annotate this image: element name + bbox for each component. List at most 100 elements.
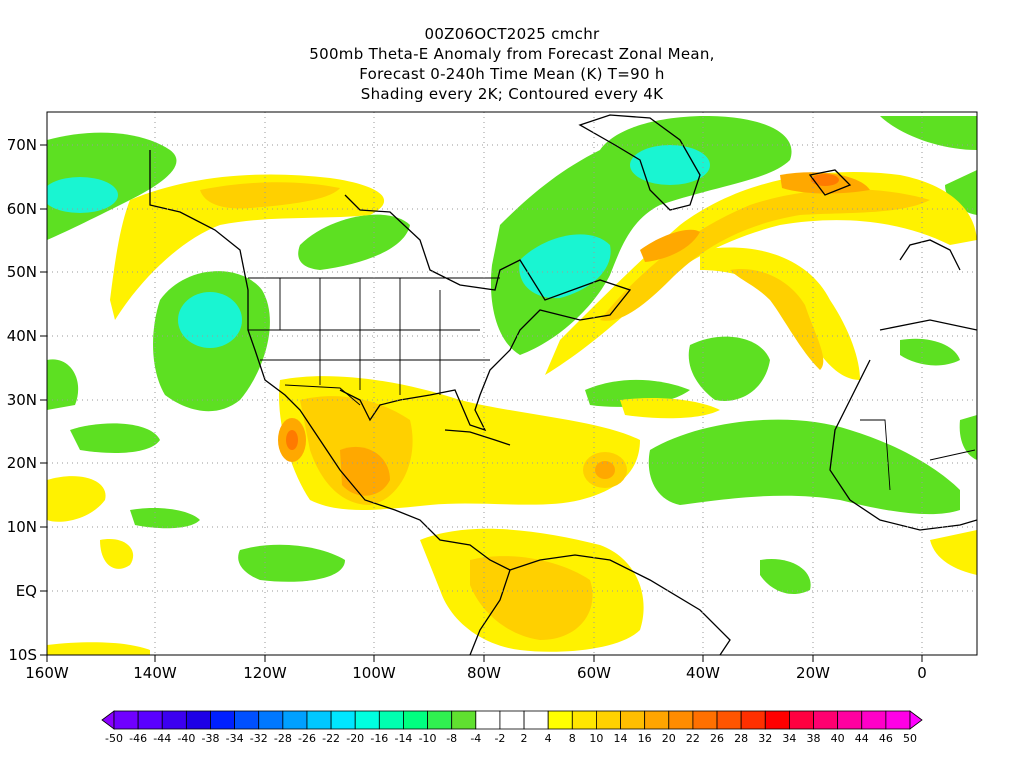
colorbar-arrow-right — [909, 710, 923, 730]
colorbar-label: 22 — [686, 732, 700, 745]
coastlines — [149, 114, 977, 655]
lat-label: 60N — [7, 200, 37, 218]
political-borders — [248, 277, 976, 491]
colorbar-swatch — [885, 710, 911, 730]
anomaly-shading — [47, 115, 977, 655]
lon-label: 60W — [577, 664, 611, 682]
lat-label: 50N — [7, 263, 37, 281]
lat-label: EQ — [16, 582, 37, 600]
lon-label: 40W — [686, 664, 720, 682]
lat-label: 40N — [7, 327, 37, 345]
lon-label: 20W — [796, 664, 830, 682]
colorbar-swatch — [185, 710, 211, 730]
colorbar-swatch — [620, 710, 646, 730]
colorbar-label: -50 — [105, 732, 123, 745]
colorbar-swatch — [258, 710, 284, 730]
colorbar-label: -16 — [370, 732, 388, 745]
colorbar-swatch — [813, 710, 839, 730]
colorbar-swatch — [523, 710, 549, 730]
colorbar-label: 2 — [521, 732, 528, 745]
colorbar-swatch — [210, 710, 236, 730]
colorbar-swatch — [547, 710, 573, 730]
colorbar-label: -26 — [298, 732, 316, 745]
colorbar-label: -34 — [226, 732, 244, 745]
colorbar-swatch — [234, 710, 260, 730]
colorbar-label: 50 — [903, 732, 917, 745]
latitude-labels: 70N 60N 50N 40N 30N 20N 10N EQ 10S — [7, 136, 37, 664]
colorbar-label: 20 — [662, 732, 676, 745]
colorbar-label: 46 — [879, 732, 893, 745]
colorbar-swatch — [596, 710, 621, 730]
colorbar-label: 14 — [614, 732, 628, 745]
colorbar-swatch — [740, 710, 766, 730]
colorbar-label: -28 — [274, 732, 292, 745]
graticule — [47, 112, 977, 655]
colorbar-label: -38 — [202, 732, 220, 745]
lat-label: 70N — [7, 136, 37, 154]
colorbar-swatch — [861, 710, 887, 730]
colorbar-label: -10 — [419, 732, 437, 745]
colorbar-swatch — [282, 710, 308, 730]
colorbar-label: 38 — [807, 732, 821, 745]
colorbar-label: 32 — [758, 732, 772, 745]
chart-title-line-4: Shading every 2K; Contoured every 4K — [360, 85, 664, 103]
lat-label: 10S — [8, 646, 37, 664]
colorbar-swatch — [306, 710, 332, 730]
colorbar-swatch — [451, 710, 477, 730]
plot-frame — [46, 111, 978, 656]
colorbar-label: 40 — [831, 732, 845, 745]
lat-label: 30N — [7, 391, 37, 409]
colorbar-swatch — [499, 710, 525, 730]
colorbar-label: -46 — [129, 732, 147, 745]
colorbar-label: 28 — [734, 732, 748, 745]
lon-label: 140W — [133, 664, 177, 682]
colorbar-swatch — [475, 710, 501, 730]
colorbar-label: 8 — [569, 732, 576, 745]
colorbar-swatch — [837, 710, 863, 730]
colorbar-swatch — [571, 710, 597, 730]
colorbar-swatch — [354, 710, 380, 730]
colorbar-label: -44 — [153, 732, 171, 745]
colorbar-label: -20 — [346, 732, 364, 745]
chart-title-line-2: 500mb Theta-E Anomaly from Forecast Zona… — [309, 45, 715, 63]
lon-label: 100W — [352, 664, 396, 682]
high-positive-areas — [278, 172, 870, 496]
axis-ticks — [40, 144, 923, 662]
colorbar-label: -40 — [177, 732, 195, 745]
colorbar-swatch — [330, 710, 356, 730]
colorbar-swatch — [716, 710, 742, 730]
colorbar-swatch — [788, 710, 814, 730]
colorbar-arrow-left — [101, 710, 115, 730]
colorbar-label: -14 — [394, 732, 412, 745]
colorbar-swatch — [113, 710, 139, 730]
colorbar-swatch — [378, 710, 404, 730]
colorbar-swatch — [764, 710, 790, 730]
colorbar-swatch — [644, 710, 670, 730]
lon-label: 0 — [917, 664, 927, 682]
chart-title-line-3: Forecast 0-240h Time Mean (K) T=90 h — [359, 65, 665, 83]
colorbar-swatch — [692, 710, 718, 730]
colorbar-swatch — [161, 710, 187, 730]
colorbar-label: 34 — [782, 732, 796, 745]
colorbar-label: -32 — [250, 732, 268, 745]
colorbar-swatch — [137, 710, 163, 730]
colorbar-label: -4 — [470, 732, 481, 745]
colorbar-label: 16 — [638, 732, 652, 745]
colorbar-label: 4 — [545, 732, 552, 745]
colorbar — [101, 710, 923, 730]
colorbar-label: -2 — [494, 732, 505, 745]
lat-label: 20N — [7, 454, 37, 472]
chart-title-line-1: 00Z06OCT2025 cmchr — [424, 25, 600, 43]
colorbar-label: 10 — [589, 732, 603, 745]
lon-label: 80W — [467, 664, 501, 682]
lon-label: 120W — [243, 664, 287, 682]
lat-label: 10N — [7, 518, 37, 536]
colorbar-swatch — [668, 710, 694, 730]
colorbar-label: -22 — [322, 732, 340, 745]
colorbar-labels: -50 -46 -44 -40 -38 -34 -32 -28 -26 -22 -20 -16 -14-… — [105, 732, 917, 745]
strong-negative-cores — [47, 145, 710, 348]
colorbar-label: 44 — [855, 732, 869, 745]
colorbar-swatch — [403, 710, 428, 730]
colorbar-label: 26 — [710, 732, 724, 745]
